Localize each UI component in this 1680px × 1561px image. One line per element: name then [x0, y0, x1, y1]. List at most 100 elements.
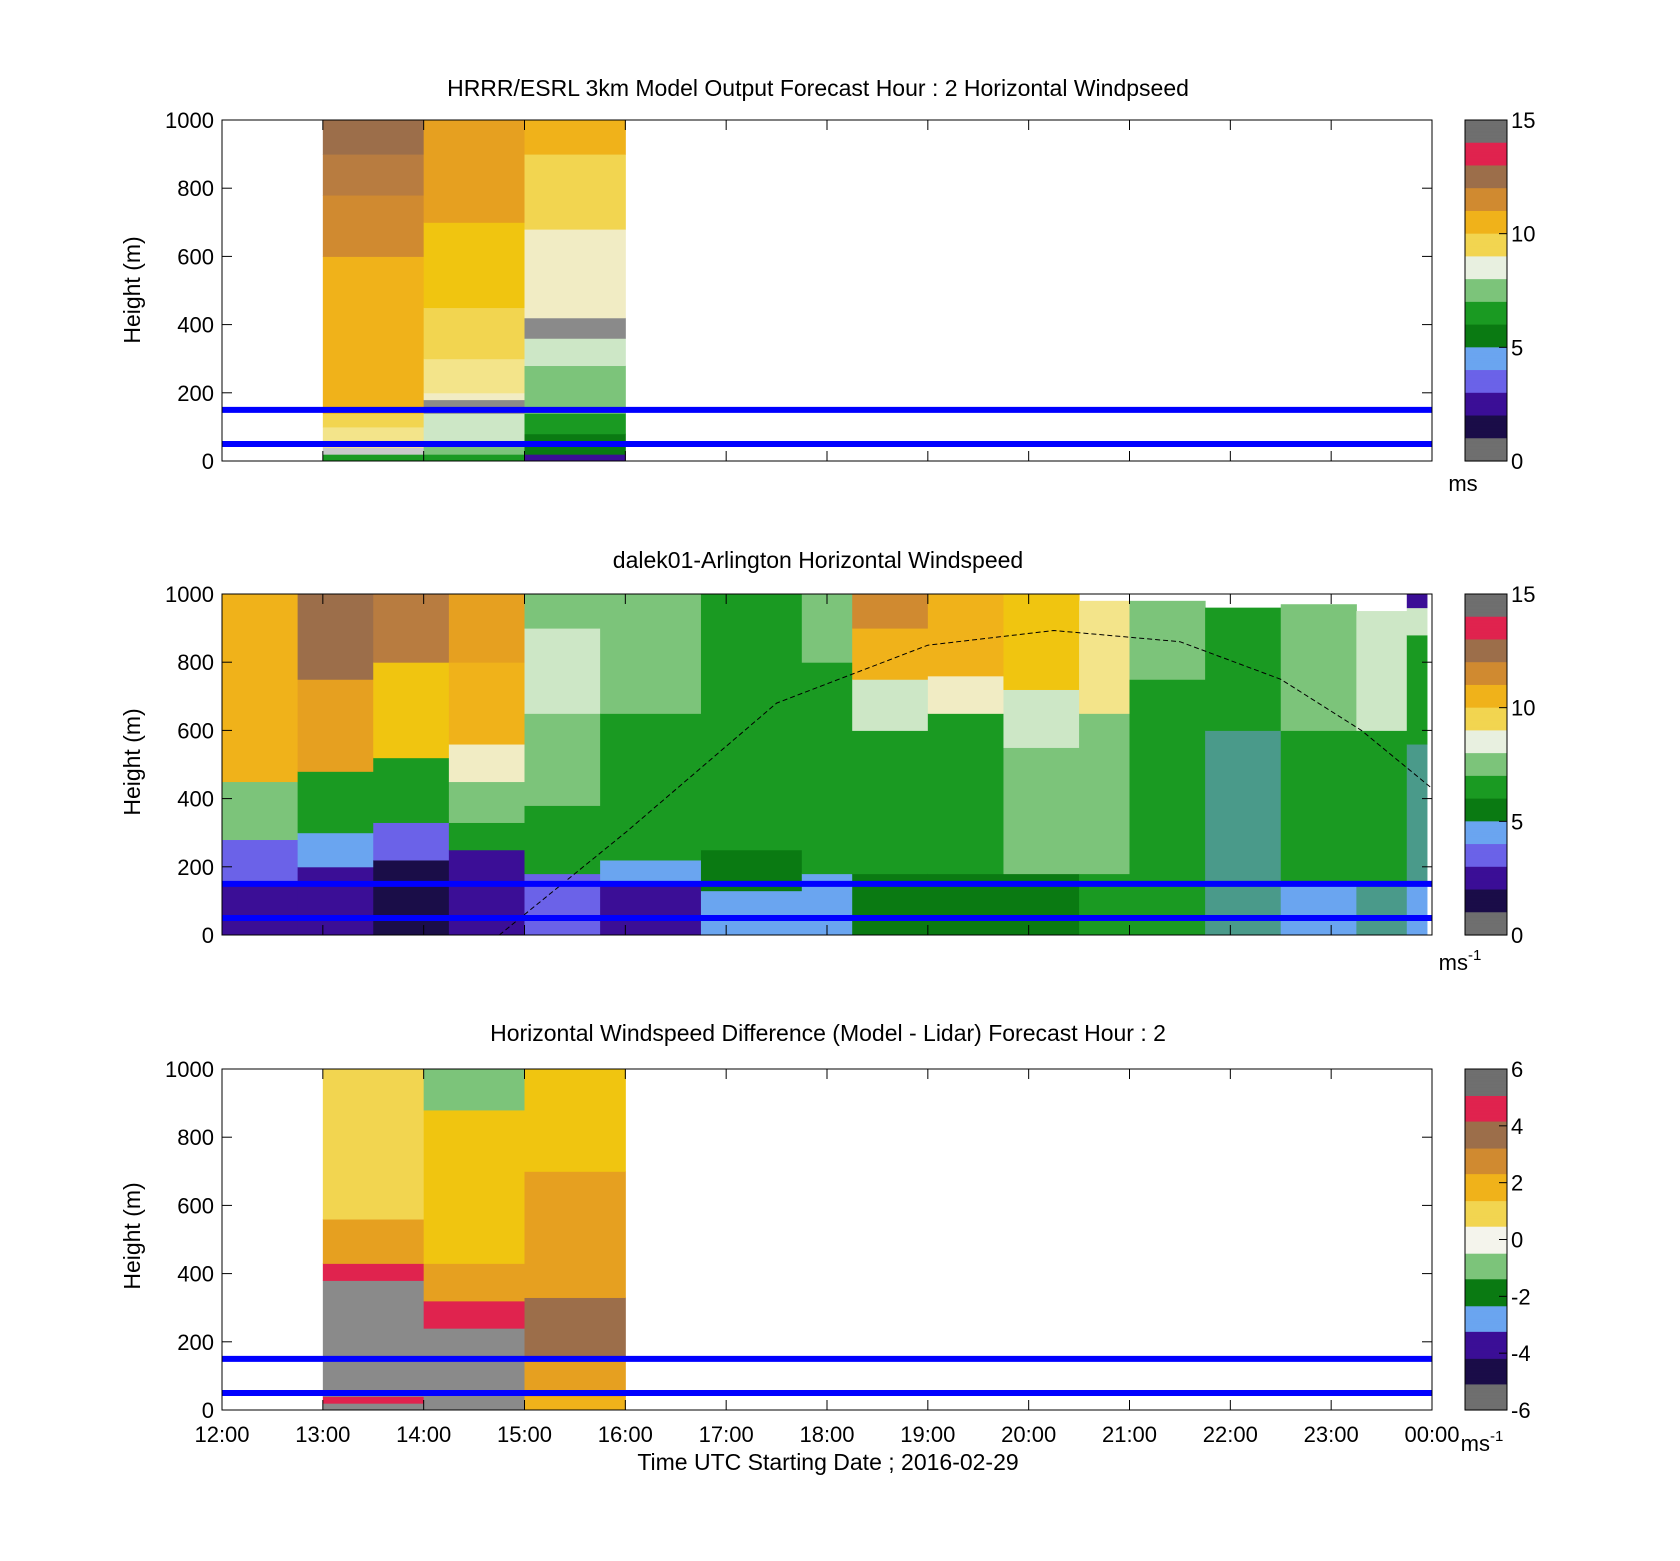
- colorbar-segment: [1465, 709, 1507, 712]
- heatmap-cell: [852, 730, 929, 875]
- colorbar-segment: [1465, 768, 1507, 771]
- colorbar-segment: [1465, 128, 1507, 131]
- heatmap-cell: [297, 679, 374, 772]
- y-tick-label: 1000: [165, 582, 214, 607]
- colorbar-segment: [1465, 717, 1507, 720]
- colorbar-segment: [1465, 210, 1507, 213]
- colorbar-segment: [1465, 169, 1507, 172]
- colorbar-segment: [1465, 436, 1507, 439]
- colorbar-segment: [1465, 645, 1507, 648]
- panel-title: Horizontal Windspeed Difference (Model -…: [490, 1020, 1166, 1046]
- colorbar-segment: [1465, 229, 1507, 232]
- colorbar-segment: [1465, 903, 1507, 906]
- colorbar-segment: [1465, 1192, 1507, 1195]
- heatmap-cell: [524, 1396, 626, 1411]
- colorbar-tick-label: 0: [1511, 449, 1523, 474]
- colorbar-segment: [1465, 1404, 1507, 1407]
- heatmap-cell: [322, 1280, 425, 1397]
- colorbar-unit: ms: [1448, 471, 1477, 496]
- colorbar-segment: [1465, 175, 1507, 178]
- colorbar-unit-text: ms: [1439, 950, 1468, 975]
- colorbar-segment: [1465, 1385, 1507, 1388]
- colorbar-segment: [1465, 1344, 1507, 1347]
- colorbar-tick-label: 0: [1511, 923, 1523, 948]
- colorbar-segment: [1465, 741, 1507, 744]
- colorbar-segment: [1465, 773, 1507, 776]
- colorbar-segment: [1465, 155, 1507, 158]
- colorbar-segment: [1465, 868, 1507, 871]
- colorbar-segment: [1465, 348, 1507, 351]
- colorbar-segment: [1465, 1135, 1507, 1138]
- colorbar-segment: [1465, 697, 1507, 700]
- colorbar-segment: [1465, 780, 1507, 783]
- colorbar-segment: [1465, 1286, 1507, 1289]
- colorbar-segment: [1465, 1269, 1507, 1272]
- colorbar-segment: [1465, 412, 1507, 415]
- colorbar-segment: [1465, 724, 1507, 727]
- colorbar-segment: [1465, 633, 1507, 636]
- colorbar-segment: [1465, 1225, 1507, 1228]
- colorbar-segment: [1465, 1091, 1507, 1094]
- colorbar-segment: [1465, 1093, 1507, 1096]
- colorbar-segment: [1465, 758, 1507, 761]
- colorbar-segment: [1465, 763, 1507, 766]
- colorbar-segment: [1465, 873, 1507, 876]
- colorbar-segment: [1465, 865, 1507, 868]
- x-tick-label: 23:00: [1304, 1422, 1359, 1447]
- colorbar-segment: [1465, 1137, 1507, 1140]
- colorbar-segment: [1465, 1186, 1507, 1189]
- colorbar-segment: [1465, 1219, 1507, 1222]
- colorbar-segment: [1465, 1121, 1507, 1124]
- colorbar-segment: [1465, 446, 1507, 449]
- heatmap-cell: [297, 594, 374, 680]
- colorbar-segment: [1465, 347, 1507, 350]
- heatmap-cell: [524, 1069, 626, 1172]
- heatmap-cell: [927, 675, 1004, 714]
- colorbar-segment: [1465, 1188, 1507, 1191]
- colorbar-segment: [1465, 144, 1507, 147]
- colorbar-segment: [1465, 345, 1507, 348]
- colorbar-segment: [1465, 805, 1507, 808]
- colorbar-segment: [1465, 1297, 1507, 1300]
- colorbar-segment: [1465, 620, 1507, 624]
- colorbar-segment: [1465, 362, 1507, 365]
- colorbar-segment: [1465, 389, 1507, 392]
- colorbar-segment: [1465, 1401, 1507, 1404]
- colorbar-segment: [1465, 747, 1507, 750]
- panel-title: dalek01-Arlington Horizontal Windspeed: [613, 547, 1023, 573]
- heatmap-cell: [222, 781, 299, 841]
- colorbar-segment: [1465, 179, 1507, 182]
- colorbar-segment: [1465, 770, 1507, 773]
- colorbar-segment: [1465, 809, 1507, 812]
- colorbar-segment: [1465, 273, 1507, 276]
- colorbar-segment: [1465, 372, 1507, 375]
- colorbar-segment: [1465, 875, 1507, 878]
- y-tick-label: 200: [177, 381, 214, 406]
- colorbar-segment: [1465, 257, 1507, 260]
- colorbar-segment: [1465, 782, 1507, 785]
- colorbar-segment: [1465, 1226, 1507, 1229]
- colorbar-segment: [1465, 906, 1507, 909]
- colorbar-segment: [1465, 927, 1507, 930]
- colorbar-segment: [1465, 598, 1507, 601]
- colorbar-segment: [1465, 744, 1507, 747]
- colorbar-segment: [1465, 434, 1507, 437]
- colorbar-segment: [1465, 628, 1507, 631]
- colorbar-segment: [1465, 1257, 1507, 1260]
- colorbar-segment: [1465, 279, 1507, 282]
- heatmap-cell: [1003, 747, 1080, 875]
- colorbar-segment: [1465, 883, 1507, 886]
- plot-area: 0 200 400 600 800 1000: [165, 108, 1433, 474]
- colorbar-segment: [1465, 819, 1507, 822]
- colorbar-segment: [1465, 1266, 1507, 1269]
- panel-difference: Horizontal Windspeed Difference (Model -…: [119, 1020, 1531, 1475]
- colorbar-segment: [1465, 172, 1507, 175]
- colorbar-segment: [1465, 453, 1507, 456]
- colorbar-segment: [1465, 267, 1507, 270]
- heatmap-cell: [423, 1328, 525, 1401]
- heatmap-cell: [927, 594, 1004, 677]
- colorbar-segment: [1465, 311, 1507, 314]
- colorbar-segment: [1465, 596, 1507, 599]
- colorbar-segment: [1465, 1364, 1507, 1367]
- colorbar-segment: [1465, 1378, 1507, 1381]
